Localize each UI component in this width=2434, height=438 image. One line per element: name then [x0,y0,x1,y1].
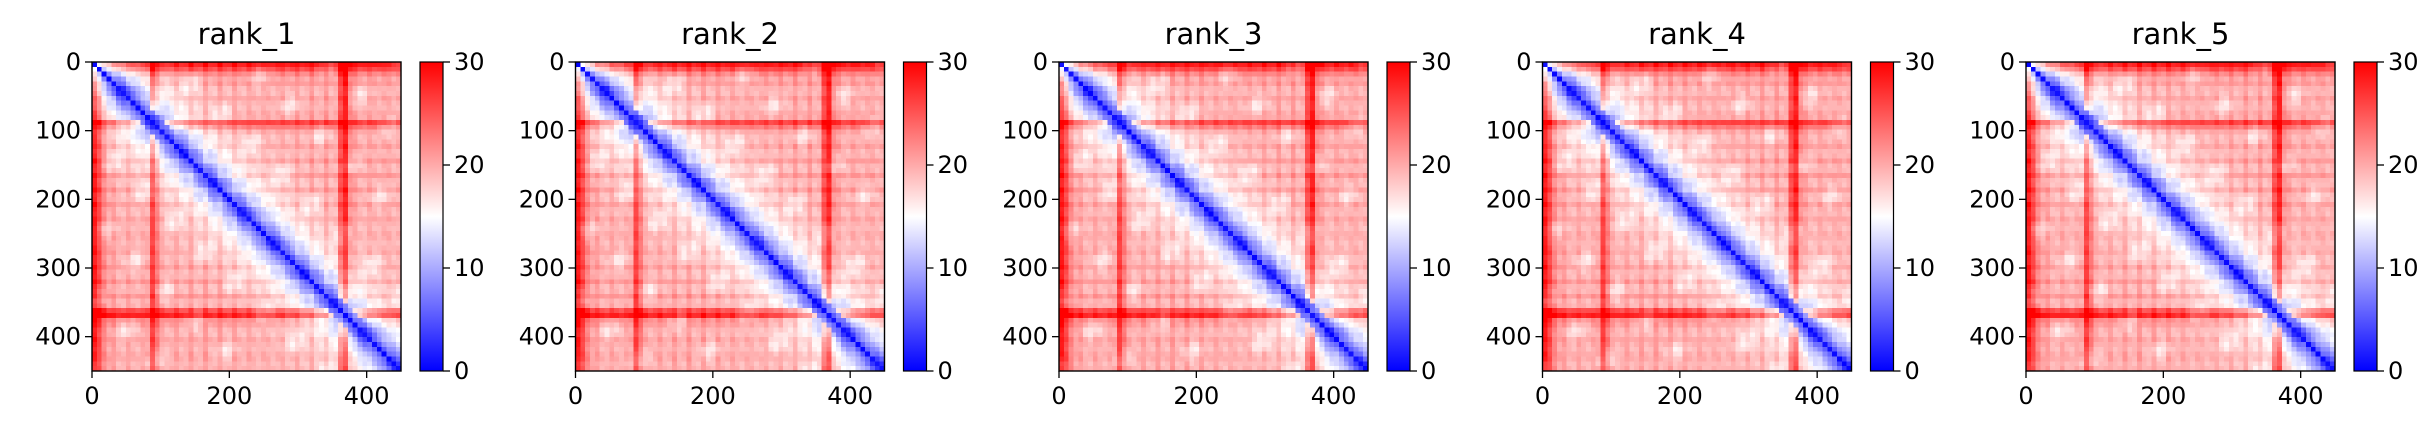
heatmap-image [92,62,402,372]
x-tick-label: 0 [2018,382,2033,410]
x-tick-label: 0 [84,382,99,410]
colorbar-tick-label: 0 [938,357,953,385]
x-tick-label: 200 [1173,382,1219,410]
colorbar-tick-label: 20 [1905,151,1936,179]
y-tick-label: 400 [1969,323,2015,351]
heatmap-image [2026,62,2336,372]
x-tick-label: 0 [568,382,583,410]
colorbar [2354,62,2377,371]
y-tick-label: 400 [1486,323,1532,351]
x-tick-label: 400 [827,382,873,410]
heatmap-image [1543,62,1853,372]
x-tick-label: 200 [206,382,252,410]
colorbar-tick-label: 0 [454,357,469,385]
heatmap-panel-3: rank_3 0 200 400 0 100 200 300 400 0 10 20 30 [1002,17,1451,410]
y-tick-label: 200 [1002,185,1048,213]
y-tick-label: 300 [1486,254,1532,282]
y-tick-label: 0 [2000,48,2015,76]
colorbar-tick-label: 30 [938,48,969,76]
colorbar-tick-label: 20 [1421,151,1452,179]
colorbar-tick-label: 10 [1421,254,1452,282]
x-tick-label: 200 [2140,382,2186,410]
y-tick-label: 100 [35,117,81,145]
colorbar-tick-label: 30 [1421,48,1452,76]
y-tick-label: 0 [1033,48,1048,76]
colorbar-tick-label: 10 [938,254,969,282]
heatmap-image [576,62,886,372]
y-tick-label: 300 [35,254,81,282]
colorbar-tick-label: 10 [1905,254,1936,282]
y-tick-label: 100 [1486,117,1532,145]
heatmap-panel-5: rank_5 0 200 400 0 100 200 300 400 0 10 20 30 [1969,17,2418,410]
y-tick-label: 100 [519,117,565,145]
y-tick-label: 100 [1002,117,1048,145]
colorbar-tick-label: 30 [454,48,485,76]
heatmap-image [1059,62,1369,372]
colorbar-tick-label: 20 [938,151,969,179]
y-tick-label: 0 [1516,48,1531,76]
x-tick-label: 400 [344,382,390,410]
colorbar-tick-label: 20 [454,151,485,179]
y-tick-label: 300 [519,254,565,282]
x-tick-label: 200 [1657,382,1703,410]
colorbar-tick-label: 20 [2388,151,2419,179]
x-tick-label: 0 [1535,382,1550,410]
heatmap-panel-4: rank_4 0 200 400 0 100 200 300 400 0 10 20 30 [1486,17,1935,410]
y-tick-label: 100 [1969,117,2015,145]
y-tick-label: 200 [1486,185,1532,213]
y-tick-label: 200 [519,185,565,213]
x-tick-label: 0 [1051,382,1066,410]
y-tick-label: 0 [66,48,81,76]
x-tick-label: 200 [690,382,736,410]
colorbar-tick-label: 10 [454,254,485,282]
colorbar [904,62,927,371]
y-tick-label: 400 [35,323,81,351]
colorbar [1387,62,1410,371]
y-tick-label: 200 [1969,185,2015,213]
x-tick-label: 400 [1794,382,1840,410]
y-tick-label: 300 [1969,254,2015,282]
panel-title: rank_3 [1165,17,1263,51]
colorbar [1871,62,1894,371]
colorbar-tick-label: 0 [2388,357,2403,385]
x-tick-label: 400 [2278,382,2324,410]
colorbar-tick-label: 0 [1421,357,1436,385]
colorbar-tick-label: 0 [1905,357,1920,385]
colorbar-tick-label: 30 [1905,48,1936,76]
panel-title: rank_2 [681,17,779,51]
x-tick-label: 400 [1311,382,1357,410]
panel-title: rank_4 [1648,17,1746,51]
panel-title: rank_5 [2132,17,2230,51]
y-tick-label: 0 [549,48,564,76]
y-tick-label: 400 [1002,323,1048,351]
panel-title: rank_1 [198,17,296,51]
colorbar-tick-label: 30 [2388,48,2419,76]
colorbar-tick-label: 10 [2388,254,2419,282]
y-tick-label: 300 [1002,254,1048,282]
heatmap-panel-2: rank_2 0 200 400 0 100 200 300 400 0 10 20 30 [519,17,968,410]
y-tick-label: 400 [519,323,565,351]
colorbar [420,62,443,371]
heatmap-panel-1: rank_1 0 200 400 0 100 200 300 400 0 10 20 30 [35,17,484,410]
y-tick-label: 200 [35,185,81,213]
